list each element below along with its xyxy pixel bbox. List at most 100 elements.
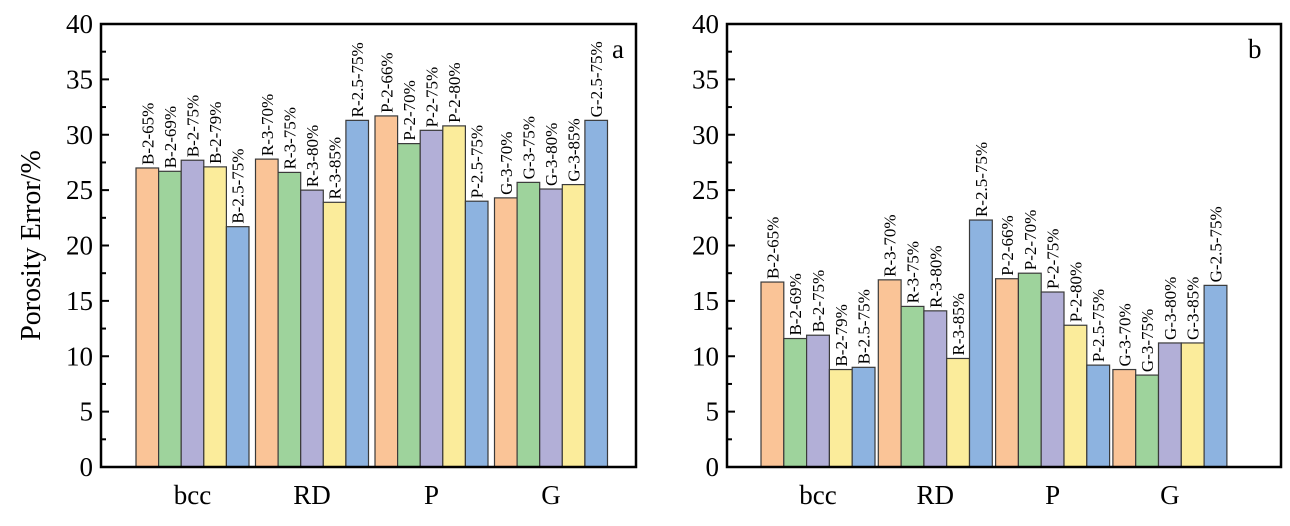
x-tick-label: RD <box>293 480 331 510</box>
bar-group-p: P-2-66%P-2-70%P-2-75%P-2-80%P-2.5-75% <box>994 210 1111 468</box>
bar-label: R-3-75% <box>280 107 299 169</box>
bar-label: P-2-70% <box>400 80 419 140</box>
bar-group-g: G-3-70%G-3-75%G-3-80%G-3-85%G-2.5-75% <box>1112 206 1228 468</box>
y-tick-label: 10 <box>692 341 719 371</box>
bar <box>1017 272 1042 468</box>
y-tick-label: 20 <box>66 231 93 261</box>
bar-label: B-2-65% <box>763 217 782 279</box>
panel-a: B-2-65% B-2-69% B-2-75% B-2-79%B-2.5-75% bcc… <box>16 9 638 510</box>
bar <box>877 279 902 468</box>
bar-label: B-2.5-75% <box>229 149 248 224</box>
bar-label: P-2.5-75% <box>1089 289 1108 362</box>
bar-label: G-3-70% <box>1115 303 1134 366</box>
bar-label: G-3-80% <box>1161 277 1180 340</box>
bar-label: R-3-70% <box>881 215 900 277</box>
bar <box>322 201 347 468</box>
bar <box>493 197 518 468</box>
bar <box>923 310 948 468</box>
bar-label: P-2-75% <box>1044 229 1063 289</box>
bar <box>760 281 785 468</box>
bar-label: G-3-85% <box>1184 277 1203 340</box>
bar-label: P-2-66% <box>998 215 1017 275</box>
y-tick-label: 35 <box>66 64 93 94</box>
bar <box>300 189 324 468</box>
bar <box>805 334 830 468</box>
bar <box>1040 291 1065 468</box>
bar-label: G-3-80% <box>542 123 561 186</box>
bar <box>1063 324 1088 468</box>
y-tick-label: 35 <box>692 64 719 94</box>
bar <box>851 366 876 468</box>
bar <box>968 219 993 468</box>
y-axis-label: Porosity Error/% <box>16 150 47 341</box>
bar <box>516 181 541 468</box>
bar <box>1135 374 1160 468</box>
y-tick-label: 30 <box>66 120 93 150</box>
x-tick-label: G <box>1160 480 1180 510</box>
y-tick-label: 20 <box>692 231 719 261</box>
y-tick-label: 0 <box>706 452 720 482</box>
bar <box>1180 342 1205 468</box>
bar <box>1086 364 1111 468</box>
x-tick-label: RD <box>917 480 955 510</box>
bar-group-bcc: B-2-65%B-2-69%B-2-75%B-2-79%B-2.5-75% <box>760 217 876 468</box>
bar-label: P-2-70% <box>1021 210 1040 270</box>
bar-label: R-3-85% <box>326 137 345 199</box>
bar-label: G-3-85% <box>565 118 584 181</box>
bar-label: G-2.5-75% <box>1207 206 1226 282</box>
panel-b: B-2-65%B-2-69% B-2-75%B-2-79% B-2.5-75% bcc… <box>692 9 1283 510</box>
x-tick-label: P <box>424 480 439 510</box>
y-tick-label: 25 <box>692 175 719 205</box>
bar <box>374 115 399 468</box>
bar <box>135 167 160 468</box>
y-tick-label: 5 <box>706 397 720 427</box>
bar <box>1112 368 1137 468</box>
bar <box>1157 342 1182 468</box>
y-tick-label: 15 <box>66 286 93 316</box>
bar <box>584 119 609 468</box>
bar-group-rd: R-3-70%R-3-75%R-3-80%R-3-85% R-2.5-75% <box>254 42 370 468</box>
x-tick-label: bcc <box>799 480 836 510</box>
x-tick-label: bcc <box>174 480 211 510</box>
bar-label: B-2-65% <box>138 103 157 165</box>
bar-label: G-3-70% <box>497 132 516 195</box>
bar <box>419 129 444 468</box>
bar-label: B-2-79% <box>832 304 851 366</box>
x-tick-label: G <box>541 480 561 510</box>
bar <box>561 183 586 468</box>
x-tick-label: P <box>1045 480 1060 510</box>
y-tick-label: 0 <box>80 452 94 482</box>
bar <box>180 159 205 468</box>
bar <box>1203 284 1228 468</box>
bar <box>442 125 466 468</box>
bar-label: P-2.5-75% <box>468 125 487 198</box>
bar-label: R-3-80% <box>303 125 322 187</box>
y-tick-label: 40 <box>66 9 93 39</box>
bar <box>203 166 228 468</box>
bar-group-g: G-3-70%G-3-75%G-3-80%G-3-85%G-2.5-75% <box>493 41 609 468</box>
bar <box>397 143 421 468</box>
bar-label: R-3-80% <box>926 246 945 308</box>
bar-label: B-2-75% <box>809 270 828 332</box>
panel-letter: b <box>1248 34 1262 64</box>
bar-label: R-2.5-75% <box>972 142 991 217</box>
bar-label: P-2-80% <box>1066 262 1085 322</box>
bar-label: P-2-80% <box>445 62 464 122</box>
bar-label: B-2.5-75% <box>855 289 874 364</box>
bar-label: G-3-75% <box>1138 309 1157 372</box>
bar-label: G-2.5-75% <box>587 41 606 117</box>
bar-group-p: P-2-66%P-2-70%P-2-75%P-2-80%P-2.5-75% <box>374 52 489 468</box>
bar <box>539 188 563 468</box>
bar-label: B-2-79% <box>206 102 225 164</box>
bar <box>994 278 1019 468</box>
y-tick-label: 25 <box>66 175 93 205</box>
bar <box>158 170 182 468</box>
y-tick-label: 15 <box>692 286 719 316</box>
bar <box>345 119 370 468</box>
bar-label: B-2-69% <box>161 106 180 168</box>
panel-letter: a <box>612 34 624 64</box>
bar-label: R-2.5-75% <box>348 42 367 117</box>
bar-label: R-3-85% <box>949 293 968 355</box>
bar-group-rd: R-3-70%R-3-75%R-3-80%R-3-85% R-2.5-75% <box>877 142 993 468</box>
